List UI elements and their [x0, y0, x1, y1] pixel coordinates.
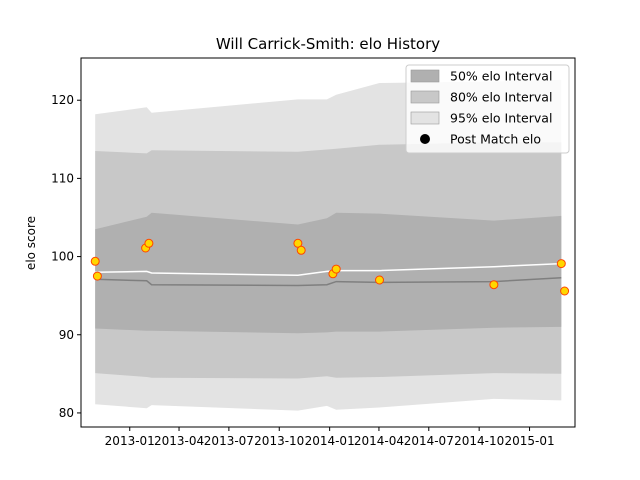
x-tick-label: 2014-04 [354, 434, 404, 448]
legend-swatch [410, 69, 440, 83]
legend-label: 95% elo Interval [450, 111, 552, 126]
post-match-point [489, 280, 499, 290]
legend: 50% elo Interval 80% elo Interval 95% elo … [405, 64, 570, 154]
x-tick-label: 2014-10 [454, 434, 504, 448]
x-tick-label: 2014-01 [305, 434, 355, 448]
legend-label: Post Match elo [450, 132, 541, 147]
x-tick-label: 2014-07 [404, 434, 454, 448]
elo-lines [95, 262, 562, 287]
x-tick-label: 2013-07 [204, 434, 254, 448]
interval-bands [95, 79, 562, 411]
y-tick-label: 90 [59, 328, 74, 342]
legend-swatch [410, 111, 440, 125]
post-match-point [90, 256, 100, 266]
post-match-point [296, 245, 306, 255]
y-tick-label: 110 [51, 171, 74, 185]
y-tick-label: 80 [59, 406, 74, 420]
x-tick-label: 2013-04 [154, 434, 204, 448]
post-match-point [92, 271, 102, 281]
y-axis-label: elo score [24, 216, 38, 270]
plot-frame [80, 57, 576, 428]
legend-marker [420, 134, 430, 144]
post-match-point [556, 259, 566, 269]
mean-elo-line [95, 262, 562, 277]
x-tick-label: 2013-01 [105, 434, 155, 448]
post-match-point [560, 286, 570, 296]
y-tick-label: 120 [51, 93, 74, 107]
axes: 80 90 100 110 120 2013-01 2013-04 2013-07 2013-1… [51, 57, 576, 448]
post-match-points [90, 238, 570, 296]
legend-swatch [410, 90, 440, 104]
chart-title: Will Carrick-Smith: elo History [216, 35, 440, 53]
legend-label: 80% elo Interval [450, 90, 552, 105]
post-match-point [375, 275, 384, 285]
x-tick-label: 2013-10 [254, 434, 304, 448]
legend-box [405, 64, 570, 154]
post-match-point [331, 264, 341, 274]
median-elo-line [95, 276, 562, 287]
legend-label: 50% elo Interval [450, 69, 552, 84]
band-3 [95, 212, 562, 334]
post-match-point [144, 238, 154, 248]
y-tick-label: 100 [51, 250, 74, 264]
x-tick-label: 2015-01 [504, 434, 554, 448]
